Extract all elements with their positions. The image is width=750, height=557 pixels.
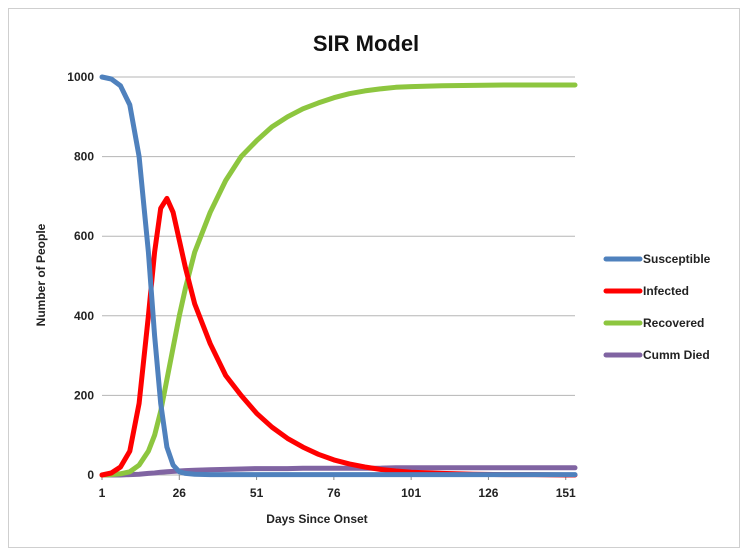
- y-tick-label: 600: [74, 229, 94, 243]
- x-axis-label: Days Since Onset: [266, 512, 367, 526]
- x-tick-label: 101: [401, 486, 421, 500]
- legend-label: Cumm Died: [643, 348, 710, 362]
- series-lines: [99, 74, 578, 478]
- y-tick-label: 1000: [67, 70, 94, 84]
- legend-label: Infected: [643, 284, 689, 298]
- y-tick-label: 400: [74, 309, 94, 323]
- series-line-recovered: [99, 82, 578, 478]
- chart-title: SIR Model: [313, 31, 419, 56]
- x-tick-label: 151: [556, 486, 576, 500]
- legend-label: Susceptible: [643, 252, 711, 266]
- series-line-susceptible: [99, 74, 578, 478]
- y-tick-label: 0: [87, 468, 94, 482]
- legend-label: Recovered: [643, 316, 704, 330]
- y-axis-label: Number of People: [34, 223, 48, 326]
- x-tick-label: 26: [173, 486, 187, 500]
- y-tick-label: 200: [74, 388, 94, 402]
- grid: [102, 76, 575, 476]
- series-line-cumm-died: [99, 465, 578, 478]
- x-tick-label: 1: [99, 486, 106, 500]
- chart-frame: SIR Model 0 200 400 600 800 1000 1 26 51 76 101 12…: [8, 8, 740, 548]
- x-tick-label: 76: [327, 486, 341, 500]
- x-tick-label: 51: [250, 486, 264, 500]
- y-tick-labels: 0 200 400 600 800 1000: [67, 70, 94, 482]
- x-tick-labels: 1 26 51 76 101 126 151: [99, 475, 576, 500]
- y-tick-label: 800: [74, 150, 94, 164]
- x-tick-label: 126: [478, 486, 498, 500]
- legend: Susceptible Infected Recovered Cumm Died: [603, 252, 711, 362]
